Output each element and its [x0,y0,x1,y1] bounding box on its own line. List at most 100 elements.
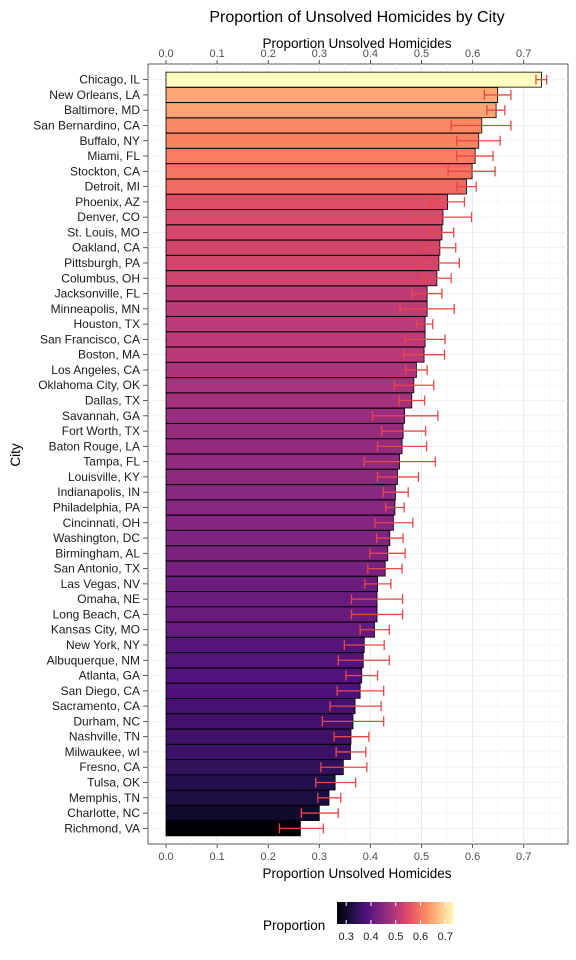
error-bar [367,563,403,574]
error-bar [337,655,390,666]
bar [165,255,440,271]
legend-tick-label: 0.3 [339,931,354,943]
error-bar [320,762,368,773]
error-bar [336,685,385,696]
city-label: Columbus, OH [61,271,140,285]
x-tick-label-top: 0.2 [261,48,276,60]
chart-title: Proportion of Unsolved Homicides by City [209,9,504,26]
legend-title: Proportion [263,918,325,933]
bar [165,530,391,546]
x-tick-label-top: 0.6 [465,48,480,60]
bar [165,621,375,638]
error-bar [399,303,455,314]
bar [165,163,473,180]
error-bar [364,578,392,589]
error-bar [278,823,325,834]
bar [165,239,441,256]
error-bar [382,487,409,498]
city-label: Baton Rouge, LA [49,439,140,453]
bar [165,698,356,715]
city-label: Louisville, KY [68,470,140,484]
city-label: Tulsa, OK [87,776,140,790]
bar [165,316,426,333]
bar [165,514,394,531]
city-label: Buffalo, NY [80,134,140,148]
error-bar [350,594,404,605]
error-bar [359,624,390,635]
error-bar [345,670,379,681]
bar [165,667,363,684]
x-tick-label-bottom: 0.1 [209,851,224,863]
city-label: Milwaukee, wI [65,745,140,759]
error-bar [447,166,496,177]
bar [165,346,425,363]
bar [165,392,413,409]
error-bar [535,74,548,85]
city-label: Sacramento, CA [52,699,140,713]
city-label: Baltimore, MD [64,103,140,117]
x-axis-title-bottom: Proportion Unsolved Homicides [262,866,451,881]
bar [165,132,480,149]
x-tick-label-bottom: 0.7 [516,851,531,863]
error-bar [385,502,405,513]
bar [165,469,398,485]
x-tick-label-top: 0.1 [209,48,224,60]
error-bar [343,640,385,650]
x-tick-label-bottom: 0.6 [465,851,480,863]
bar [165,117,483,134]
city-label: Cincinnati, OH [63,516,140,530]
bar [165,560,386,577]
city-label: Fort Worth, TX [62,424,140,438]
bar [165,682,361,699]
error-bar [429,227,455,238]
x-tick-label-bottom: 0.2 [261,851,276,863]
error-bar [315,777,357,788]
error-bar [421,273,452,284]
error-bar [380,426,427,437]
city-label: San Antonio, TX [53,562,140,576]
x-tick-label-bottom: 0.3 [312,851,327,863]
legend-tick-label: 0.6 [413,931,428,943]
city-label: Los Angeles, CA [51,363,140,377]
error-bar [376,471,420,482]
city-label: Stockton, CA [70,164,140,178]
bar [165,606,378,623]
city-label: Kansas City, MO [51,623,140,637]
error-bar [416,319,434,330]
city-label: Atlanta, GA [79,669,140,683]
city-label: Jacksonville, FL [55,287,141,301]
y-axis-title: City [8,443,23,466]
bar [165,407,406,424]
city-label: Oakland, CA [72,241,140,255]
bar [165,789,330,806]
error-bar [422,242,457,253]
bar [165,499,396,516]
x-tick-label-bottom: 0.0 [158,851,173,863]
city-label: Birmingham, AL [55,546,140,560]
error-bar [483,89,512,100]
error-bar [456,151,494,162]
city-label: Miami, FL [87,149,140,163]
bar [165,728,352,745]
city-label: Phoenix, AZ [75,195,140,209]
legend-tick-label: 0.5 [388,931,403,943]
bar [165,71,542,88]
city-label: Denver, CO [77,210,140,224]
city-label: Savannah, GA [62,409,140,423]
city-label: Boston, MA [78,348,140,362]
error-bar [321,716,385,727]
city-label: Nashville, TN [69,730,140,744]
x-tick-label-top: 0.3 [312,48,327,60]
error-bar [363,456,436,467]
error-bar [413,212,473,223]
x-tick-label-bottom: 0.4 [363,851,378,863]
error-bar [404,334,446,345]
city-label: Durham, NC [73,714,140,728]
city-label: Minneapolis, MN [51,302,140,316]
bar [165,438,403,455]
error-bar [369,548,406,559]
error-bars-group [278,74,548,834]
error-bar [333,731,370,742]
